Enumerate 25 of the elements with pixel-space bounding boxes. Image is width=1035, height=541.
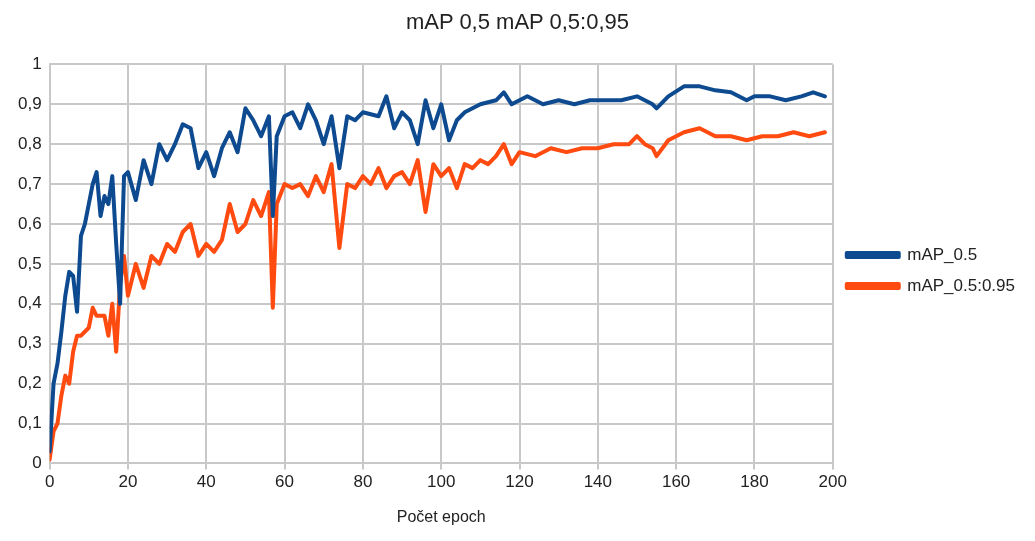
y-tick-label: 1 xyxy=(32,54,42,74)
x-tick-label: 60 xyxy=(275,472,295,492)
x-tick-label: 100 xyxy=(427,472,456,492)
y-tick-label: 0,9 xyxy=(17,93,42,113)
legend-label: mAP_0.5 xyxy=(907,244,978,264)
x-tick-label: 160 xyxy=(661,472,691,492)
x-tick-label: 200 xyxy=(818,472,847,492)
y-tick-label: 0,8 xyxy=(17,133,42,153)
x-tick-label: 140 xyxy=(583,472,613,492)
x-tick-label: 80 xyxy=(353,472,373,492)
chart-title: mAP 0,5 mAP 0,5:0,95 xyxy=(406,9,629,35)
legend-label: mAP_0.5:0.95 xyxy=(907,275,1016,295)
y-tick-label: 0,2 xyxy=(17,373,42,393)
y-tick-label: 0,7 xyxy=(17,173,42,193)
x-tick-label: 120 xyxy=(505,472,534,492)
x-tick-label: 180 xyxy=(740,472,769,492)
y-tick-label: 0,5 xyxy=(17,253,42,273)
x-tick-label: 20 xyxy=(118,472,138,492)
y-tick-label: 0,6 xyxy=(17,213,42,233)
y-tick-label: 0,3 xyxy=(17,333,42,353)
y-tick-label: 0,1 xyxy=(17,413,42,433)
x-tick-label: 40 xyxy=(196,472,216,492)
y-tick-label: 0 xyxy=(32,453,42,473)
y-tick-label: 0,4 xyxy=(17,293,42,313)
x-axis-title: Počet epoch xyxy=(396,507,486,525)
